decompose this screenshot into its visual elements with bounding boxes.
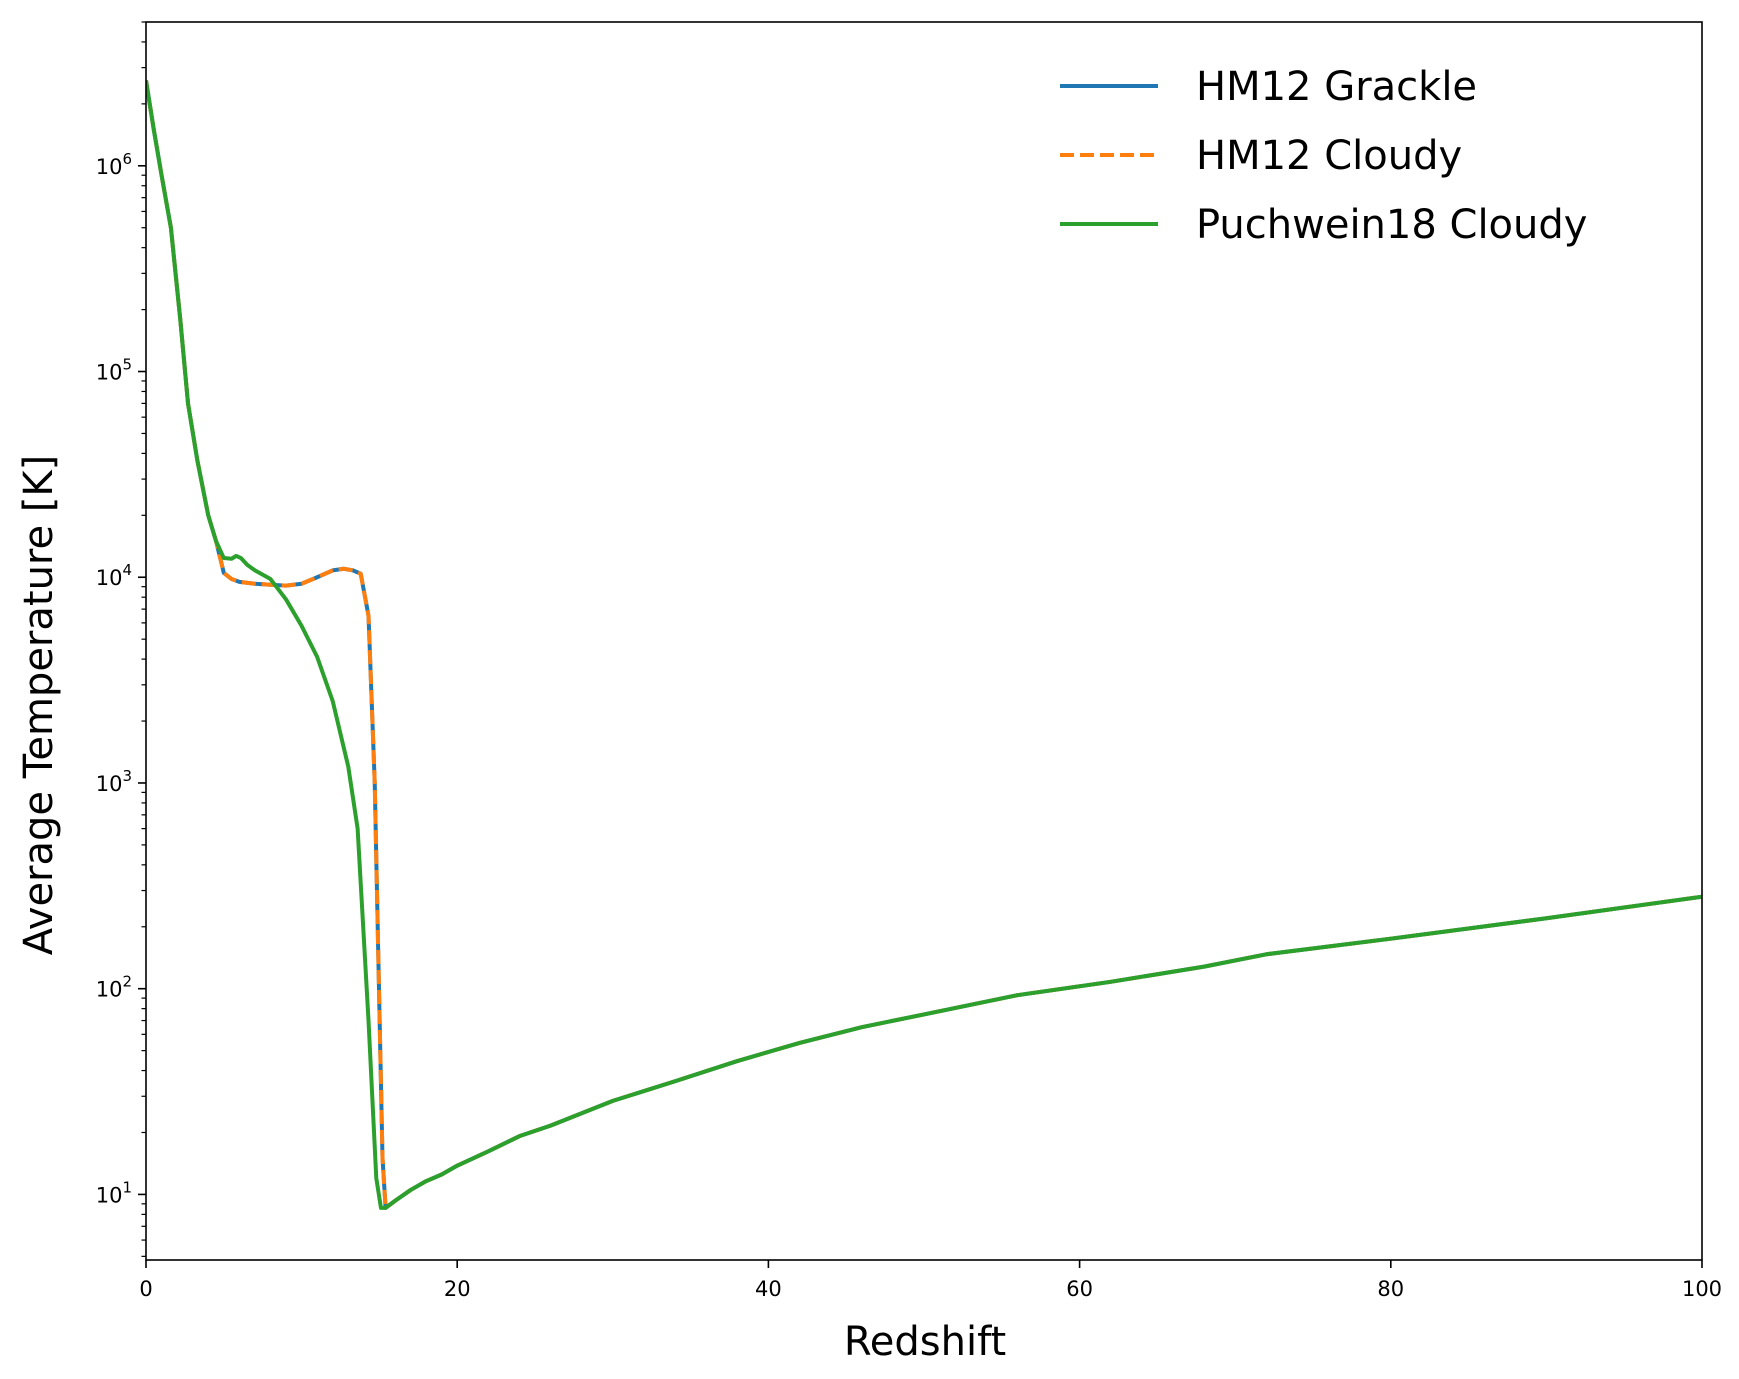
x-tick-label: 100	[1682, 1277, 1722, 1301]
y-tick-label: 102	[96, 973, 132, 1002]
y-tick-label: 103	[96, 767, 132, 796]
legend: HM12 Grackle HM12 Cloudy Puchwein18 Cloudy	[1060, 64, 1587, 248]
x-tick-label: 40	[755, 1277, 782, 1301]
x-axis-title: Redshift	[844, 1319, 1006, 1365]
series-layer	[146, 80, 1702, 1210]
y-tick-label: 105	[96, 356, 132, 385]
axes-layer: 0 20 40 60 80 100 101 102 103 104 105 106	[96, 21, 1722, 1301]
plot-frame	[145, 21, 1703, 1261]
x-tick-label: 60	[1066, 1277, 1093, 1301]
legend-label: HM12 Grackle	[1196, 64, 1477, 110]
x-tick-label: 20	[444, 1277, 471, 1301]
legend-label: Puchwein18 Cloudy	[1196, 202, 1587, 248]
y-tick-label: 106	[96, 150, 132, 179]
legend-label: HM12 Cloudy	[1196, 133, 1462, 179]
y-axis-title: Average Temperature [K]	[16, 455, 62, 956]
y-tick-label: 104	[96, 561, 132, 590]
x-tick-label: 0	[139, 1277, 152, 1301]
y-tick-label: 101	[96, 1178, 132, 1207]
x-tick-label: 80	[1377, 1277, 1404, 1301]
series-line-puchwein18-cloudy	[146, 80, 1702, 1210]
